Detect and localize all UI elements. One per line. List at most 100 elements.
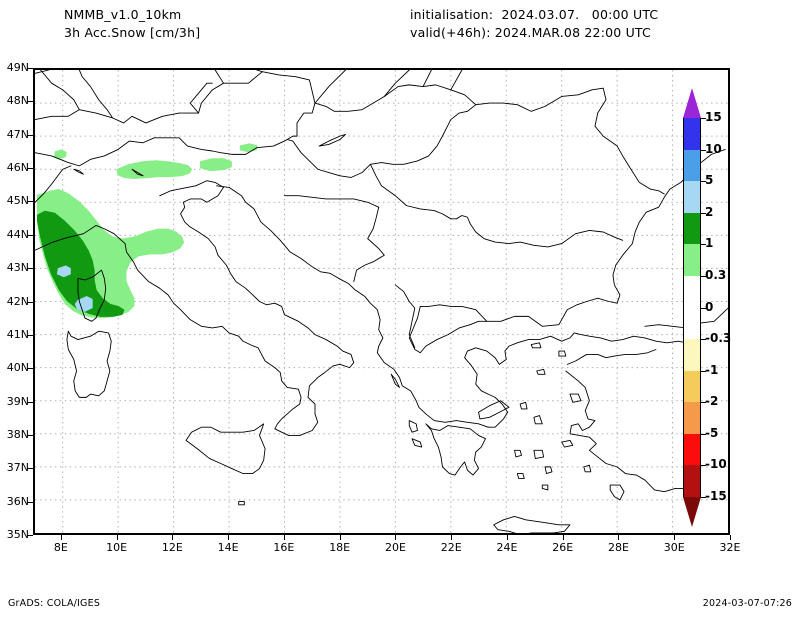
coastline-path (77, 269, 107, 322)
coastline-path (178, 71, 316, 114)
colorbar-tick-mark (701, 307, 706, 309)
snow-patch-light-green-ealps (116, 160, 193, 180)
lon-tick-mark (172, 535, 174, 540)
lon-tick-mark (116, 535, 118, 540)
coastline-path (35, 109, 180, 124)
coastline-path (408, 306, 488, 354)
lat-tick-label: 45N (6, 194, 29, 208)
model-name-label: NMMB_v1.0_10km (64, 7, 182, 22)
coastline-path (35, 180, 355, 436)
coastline-path (464, 332, 575, 428)
lon-tick-label: 28E (607, 541, 629, 554)
colorbar-tick-label: 2 (705, 204, 714, 219)
colorbar-tick-mark (701, 339, 706, 341)
lat-tick-mark (27, 101, 33, 103)
coastline-path (66, 330, 112, 398)
coastline-path (390, 373, 400, 388)
coastline-path (530, 342, 542, 349)
lat-tick-label: 44N (6, 227, 29, 241)
coastline-path (425, 423, 486, 476)
colorbar-band (683, 244, 701, 277)
colorbar-tick-mark (701, 465, 706, 467)
lat-tick-mark (27, 234, 33, 236)
colorbar-band (683, 402, 701, 435)
coastline-path (533, 415, 543, 425)
coastline-path (286, 104, 477, 178)
lon-tick-mark (339, 535, 341, 540)
coastline-path (318, 133, 346, 147)
valid-time-label: valid(+46h): 2024.MAR.08 22:00 UTC (410, 25, 651, 40)
coastline-path (478, 400, 510, 420)
colorbar-tick-mark (701, 370, 706, 372)
coastline-path (569, 393, 582, 403)
lat-tick-label: 37N (6, 461, 29, 475)
lon-tick-label: 26E (552, 541, 574, 554)
colorbar-tick-label: 15 (705, 110, 722, 124)
lon-tick-label: 30E (663, 541, 685, 554)
coastline-path (408, 420, 418, 433)
colorbar-tick-mark (701, 118, 706, 119)
map-gridlines (35, 70, 728, 533)
colorbar-cap-above-max (683, 88, 701, 118)
lat-tick-label: 41N (6, 327, 29, 341)
lon-tick-label: 20E (384, 541, 406, 554)
coastline-path (284, 195, 380, 208)
lon-tick-label: 24E (496, 541, 518, 554)
coastline-path (286, 84, 477, 140)
coastline-path (450, 70, 463, 91)
lat-tick-label: 46N (6, 161, 29, 175)
coastline-path (594, 87, 665, 195)
lat-tick-label: 43N (6, 261, 29, 275)
lat-tick-mark (27, 535, 33, 536)
lon-tick-mark (228, 535, 230, 540)
colorbar-band (683, 370, 701, 403)
map-plot-frame (33, 68, 730, 535)
snow-patch-light-green-small (53, 149, 67, 160)
lon-tick-mark (562, 535, 564, 540)
colorbar-tick-label: -2 (705, 394, 719, 409)
coastline-path (394, 284, 416, 349)
coastline-path (238, 501, 245, 506)
coastline-path (558, 350, 567, 357)
lat-tick-label: 48N (6, 94, 29, 108)
snow-patch-dark-green-nw (36, 210, 125, 317)
lon-tick-label: 32E (719, 541, 741, 554)
colorbar-tick-label: -15 (705, 489, 727, 503)
coastline-path (189, 82, 213, 114)
lat-tick-label: 40N (6, 361, 29, 375)
coastline-path (314, 70, 346, 104)
coastline-path (185, 423, 266, 474)
colorbar-tick-label: -5 (705, 425, 719, 440)
coastline-path (383, 70, 410, 97)
coastline-path (78, 70, 114, 119)
lat-tick-mark (27, 468, 33, 470)
lon-tick-label: 12E (161, 541, 183, 554)
colorbar-tick-mark (701, 433, 706, 435)
coastline-path (541, 484, 549, 491)
colorbar-band (683, 307, 701, 340)
lat-tick-mark (27, 334, 33, 336)
coastline-layer (35, 70, 728, 533)
colorbar-tick-mark (701, 149, 706, 151)
lat-tick-label: 39N (6, 394, 29, 408)
coastline-path (533, 449, 545, 459)
colorbar-tick-label: -0.3 (705, 331, 732, 346)
lon-tick-mark (730, 535, 731, 540)
coastline-path (475, 87, 604, 112)
coastline-path (544, 466, 553, 474)
coastline-path (35, 165, 72, 203)
coastline-path (419, 297, 618, 327)
colorbar-tick-label: 0.3 (705, 267, 727, 282)
coastline-path (422, 70, 432, 88)
initialisation-label: initialisation: 2024.03.07. 00:00 UTC (410, 7, 659, 22)
colorbar-tick-mark (701, 402, 706, 404)
coastline-path (566, 349, 657, 365)
lat-tick-mark (27, 301, 33, 303)
lon-tick-label: 18E (329, 541, 351, 554)
coastline-path (583, 464, 592, 473)
lat-tick-label: 35N (6, 528, 29, 541)
lon-tick-mark (283, 535, 285, 540)
lon-tick-mark (451, 535, 453, 540)
colorbar-band (683, 465, 701, 498)
coastline-path (73, 168, 84, 175)
